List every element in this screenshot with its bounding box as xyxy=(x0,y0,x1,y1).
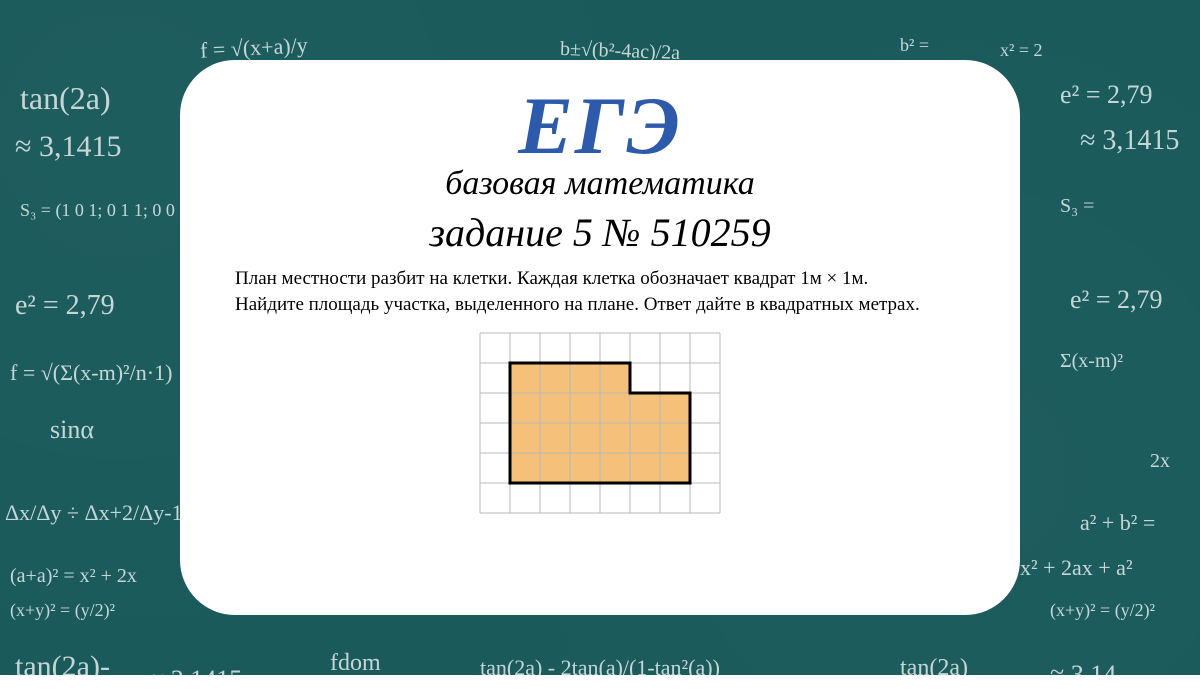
chalk-formula: (x+y)² = (y/2)² xyxy=(10,600,115,621)
problem-line-1: План местности разбит на клетки. Каждая … xyxy=(235,268,868,289)
chalk-formula: e² = 2,79 xyxy=(1070,285,1163,315)
chalk-formula: tan(2a)- xyxy=(15,650,110,684)
chalk-formula: x² + 2ax + a² xyxy=(1020,555,1133,581)
grid-figure xyxy=(479,332,721,514)
chalk-formula: sinα xyxy=(50,415,94,445)
chalk-formula: S₃ = (1 0 1; 0 1 1; 0 0 1) xyxy=(20,200,194,221)
chalk-formula: (a+a)² = x² + 2x xyxy=(10,565,137,588)
chalk-formula: ≈ 3,14 xyxy=(1050,660,1116,690)
chalk-formula: b² = xyxy=(900,35,929,56)
chalk-formula: S₃ = xyxy=(1060,195,1094,218)
exam-title: ЕГЭ xyxy=(518,85,682,167)
chalk-formula: ≈ 3,1415 xyxy=(1080,125,1179,157)
problem-text: План местности разбит на клетки. Каждая … xyxy=(235,266,965,317)
chalk-formula: f = √(Σ(x-m)²/n·1) xyxy=(10,360,172,386)
chalk-formula: fdom xyxy=(330,650,381,677)
chalk-formula: x² = 2 xyxy=(1000,40,1043,61)
exam-subtitle: базовая математика xyxy=(445,165,755,203)
task-number: задание 5 № 510259 xyxy=(429,209,770,256)
problem-line-2: Найдите площадь участка, выделенного на … xyxy=(235,294,920,315)
chalk-formula: Δx/Δy ÷ Δx+2/Δy-1 xyxy=(5,500,183,526)
chalk-formula: Σ(x-m)² xyxy=(1060,350,1123,373)
chalk-formula: tan(2a) - 2tan(a)/(1-tan²(a)) xyxy=(480,655,720,681)
chalk-formula: (x+y)² = (y/2)² xyxy=(1050,600,1155,621)
problem-card: ЕГЭ базовая математика задание 5 № 51025… xyxy=(180,60,1020,615)
chalk-formula: 2x xyxy=(1150,450,1170,473)
chalk-formula: tan(2a) xyxy=(900,655,968,682)
chalk-formula: tan(2a) xyxy=(20,80,111,117)
chalk-formula: ≈ 3,1415 xyxy=(150,665,242,695)
chalk-formula: e² = 2,79 xyxy=(1060,80,1153,110)
chalk-formula: a² + b² = xyxy=(1080,510,1155,536)
grid-svg xyxy=(479,332,721,514)
chalk-formula: e² = 2,79 xyxy=(15,290,115,322)
chalk-formula: ≈ 3,1415 xyxy=(15,130,121,164)
